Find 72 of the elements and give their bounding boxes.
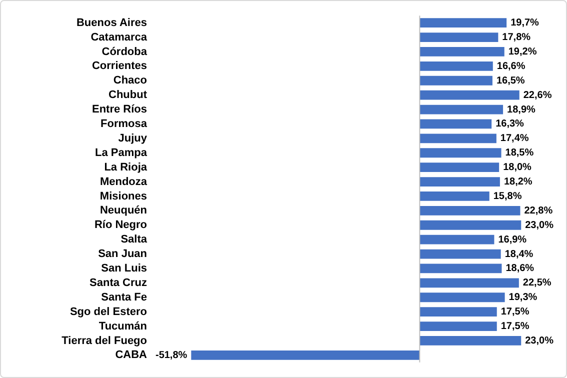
data-label: -51,8%: [155, 350, 188, 361]
y-tick-label: Tierra del Fuego: [62, 334, 148, 347]
y-tick-label: San Luis: [101, 262, 147, 275]
y-tick-label: Mendoza: [100, 176, 148, 188]
y-tick-label: Chubut: [108, 89, 148, 102]
data-label: 17,8%: [502, 32, 531, 44]
bar: [420, 177, 500, 186]
data-label: 18,5%: [505, 148, 534, 159]
bar: [420, 192, 490, 201]
bar: [420, 278, 519, 288]
data-label: 17,5%: [500, 306, 530, 318]
bar: [420, 220, 522, 230]
data-label: 18,2%: [504, 176, 532, 188]
data-label: 18,0%: [503, 162, 532, 174]
bar: [420, 336, 522, 346]
y-tick-label: Río Negro: [94, 219, 148, 232]
bar: [420, 234, 494, 244]
data-label: 17,4%: [500, 133, 529, 144]
data-label: 23,0%: [525, 335, 554, 346]
bar: [420, 32, 498, 42]
bar: [420, 264, 502, 274]
bar: [420, 307, 497, 317]
data-label: 23,0%: [525, 220, 554, 231]
y-tick-label: Sgo del Estero: [70, 306, 148, 318]
y-tick-label: Buenos Aires: [76, 16, 147, 29]
data-label: 19,3%: [508, 292, 538, 304]
y-tick-label: Neuquén: [100, 204, 148, 217]
bar: [420, 134, 496, 144]
y-tick-label: Santa Fe: [101, 291, 147, 304]
bar: [420, 162, 500, 172]
data-label: 16,6%: [496, 60, 526, 72]
data-label: 18,6%: [506, 263, 534, 274]
data-label: 17,5%: [500, 321, 530, 332]
data-label: 15,8%: [493, 190, 522, 202]
y-tick-label: Santa Cruz: [90, 276, 148, 289]
bar: [420, 90, 520, 100]
data-label: 16,5%: [496, 75, 525, 86]
bar: [420, 119, 492, 129]
y-tick-label: CABA: [115, 349, 148, 362]
bar: [420, 61, 493, 71]
data-label: 16,9%: [498, 234, 527, 246]
data-label: 18,4%: [504, 248, 534, 260]
bar: [420, 18, 507, 28]
y-tick-label: Formosa: [100, 118, 148, 130]
y-tick-label: Tucumán: [98, 320, 148, 332]
y-tick-label: Córdoba: [102, 46, 148, 58]
y-tick-label: La Rioja: [104, 161, 148, 174]
data-label: 19,7%: [510, 18, 540, 29]
data-label: 22,5%: [522, 278, 552, 289]
bar: [420, 76, 492, 86]
bar: [420, 104, 504, 114]
bar: [191, 350, 420, 360]
bar: [420, 322, 497, 331]
y-tick-label: San Juan: [98, 248, 148, 260]
y-tick-label: Entre Ríos: [92, 104, 147, 116]
y-tick-label: La Pampa: [95, 146, 148, 159]
y-tick-label: Corrientes: [92, 60, 147, 72]
data-label: 19,2%: [508, 46, 537, 58]
y-tick-label: Salta: [120, 234, 148, 246]
data-label: 22,6%: [523, 90, 552, 101]
bar: [420, 148, 502, 158]
y-tick-label: Misiones: [100, 190, 147, 202]
bar: [420, 249, 501, 259]
data-label: 22,8%: [524, 205, 553, 216]
data-label: 16,3%: [496, 118, 524, 130]
y-tick-label: Jujuy: [118, 132, 148, 144]
y-tick-label: Chaco: [113, 74, 148, 87]
data-label: 18,9%: [507, 104, 536, 116]
bar: [420, 47, 504, 56]
y-tick-label: Catamarca: [90, 31, 148, 44]
bar: [420, 292, 505, 302]
bar: [420, 206, 520, 216]
